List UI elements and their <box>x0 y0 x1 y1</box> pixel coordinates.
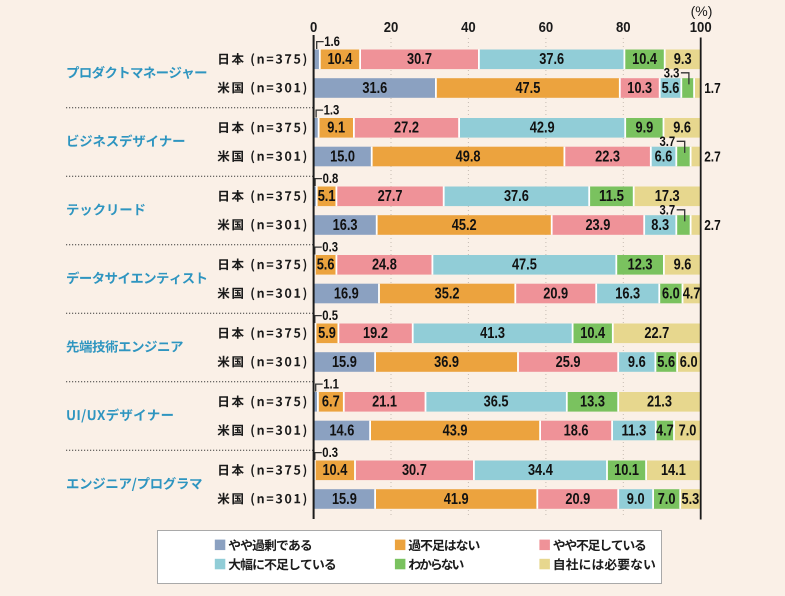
svg-text:41.3: 41.3 <box>480 325 505 342</box>
svg-text:4.7: 4.7 <box>683 285 701 302</box>
svg-text:31.6: 31.6 <box>362 80 387 97</box>
svg-text:7.0: 7.0 <box>679 422 697 439</box>
svg-text:9.6: 9.6 <box>628 354 646 371</box>
svg-text:9.1: 9.1 <box>327 120 345 137</box>
svg-text:11.5: 11.5 <box>599 188 624 205</box>
svg-text:(%): (%) <box>691 3 713 19</box>
svg-text:5.6: 5.6 <box>662 80 680 97</box>
svg-text:20.9: 20.9 <box>565 491 590 508</box>
svg-text:14.1: 14.1 <box>661 462 686 479</box>
svg-text:23.9: 23.9 <box>585 217 610 234</box>
svg-text:1.6: 1.6 <box>324 34 340 49</box>
svg-text:15.0: 15.0 <box>330 148 355 165</box>
svg-text:0.8: 0.8 <box>323 171 339 186</box>
svg-text:16.3: 16.3 <box>333 217 358 234</box>
svg-text:12.3: 12.3 <box>628 257 653 274</box>
svg-text:19.2: 19.2 <box>363 325 388 342</box>
svg-text:34.4: 34.4 <box>528 462 553 479</box>
svg-text:6.0: 6.0 <box>680 354 698 371</box>
svg-text:22.7: 22.7 <box>644 325 669 342</box>
svg-text:47.5: 47.5 <box>512 257 537 274</box>
svg-text:41.9: 41.9 <box>444 491 469 508</box>
svg-text:3.3: 3.3 <box>664 66 680 81</box>
svg-text:1.7: 1.7 <box>704 80 721 97</box>
svg-text:40: 40 <box>461 20 476 36</box>
svg-text:24.8: 24.8 <box>372 257 397 274</box>
svg-text:15.9: 15.9 <box>332 354 357 371</box>
svg-text:1.1: 1.1 <box>323 377 339 392</box>
svg-text:45.2: 45.2 <box>452 217 477 234</box>
svg-text:5.3: 5.3 <box>682 491 700 508</box>
svg-text:16.9: 16.9 <box>334 285 359 302</box>
svg-text:0.5: 0.5 <box>322 308 338 323</box>
svg-text:0.3: 0.3 <box>322 240 338 255</box>
svg-text:8.3: 8.3 <box>651 217 669 234</box>
svg-text:5.6: 5.6 <box>657 354 675 371</box>
svg-text:43.9: 43.9 <box>443 422 468 439</box>
svg-text:16.3: 16.3 <box>615 285 640 302</box>
svg-text:36.5: 36.5 <box>484 394 509 411</box>
svg-text:100: 100 <box>690 20 712 36</box>
svg-text:27.7: 27.7 <box>378 188 403 205</box>
svg-text:6.0: 6.0 <box>662 285 680 302</box>
svg-text:4.7: 4.7 <box>656 422 674 439</box>
svg-text:21.1: 21.1 <box>372 394 397 411</box>
svg-text:1.3: 1.3 <box>324 103 340 118</box>
svg-text:10.4: 10.4 <box>632 51 657 68</box>
svg-text:18.6: 18.6 <box>564 422 589 439</box>
svg-text:49.8: 49.8 <box>456 148 481 165</box>
svg-text:80: 80 <box>616 20 631 36</box>
svg-text:27.2: 27.2 <box>394 120 419 137</box>
svg-text:20: 20 <box>384 20 399 36</box>
svg-text:10.3: 10.3 <box>627 80 652 97</box>
svg-text:35.2: 35.2 <box>435 285 460 302</box>
svg-text:2.7: 2.7 <box>704 217 721 234</box>
svg-text:21.3: 21.3 <box>647 394 672 411</box>
svg-text:2.7: 2.7 <box>704 148 721 165</box>
svg-text:25.9: 25.9 <box>556 354 581 371</box>
svg-text:9.0: 9.0 <box>627 491 645 508</box>
svg-text:30.7: 30.7 <box>407 51 432 68</box>
svg-text:9.6: 9.6 <box>674 257 692 274</box>
svg-text:37.6: 37.6 <box>504 188 529 205</box>
svg-text:0: 0 <box>310 20 317 36</box>
svg-text:15.9: 15.9 <box>332 491 357 508</box>
svg-text:42.9: 42.9 <box>530 120 555 137</box>
svg-text:14.6: 14.6 <box>329 422 354 439</box>
svg-text:20.9: 20.9 <box>543 285 568 302</box>
svg-text:9.6: 9.6 <box>673 120 691 137</box>
svg-text:30.7: 30.7 <box>402 462 427 479</box>
svg-text:17.3: 17.3 <box>655 188 680 205</box>
svg-text:13.3: 13.3 <box>580 394 605 411</box>
svg-text:36.9: 36.9 <box>434 354 459 371</box>
svg-text:10.4: 10.4 <box>322 462 347 479</box>
svg-text:47.5: 47.5 <box>515 80 540 97</box>
svg-text:10.4: 10.4 <box>327 51 352 68</box>
svg-text:5.6: 5.6 <box>317 257 335 274</box>
svg-text:22.3: 22.3 <box>595 148 620 165</box>
svg-text:11.3: 11.3 <box>621 422 646 439</box>
svg-text:9.3: 9.3 <box>674 51 692 68</box>
svg-text:37.6: 37.6 <box>539 51 564 68</box>
svg-text:5.1: 5.1 <box>318 188 336 205</box>
svg-text:9.9: 9.9 <box>636 120 654 137</box>
svg-text:3.7: 3.7 <box>660 134 676 149</box>
svg-text:6.7: 6.7 <box>322 394 340 411</box>
svg-text:3.7: 3.7 <box>660 203 676 218</box>
svg-text:7.0: 7.0 <box>658 491 676 508</box>
svg-text:5.9: 5.9 <box>318 325 336 342</box>
svg-text:10.1: 10.1 <box>614 462 639 479</box>
svg-text:60: 60 <box>539 20 554 36</box>
svg-text:6.6: 6.6 <box>655 148 673 165</box>
svg-text:10.4: 10.4 <box>580 325 605 342</box>
svg-text:0.3: 0.3 <box>322 445 338 460</box>
